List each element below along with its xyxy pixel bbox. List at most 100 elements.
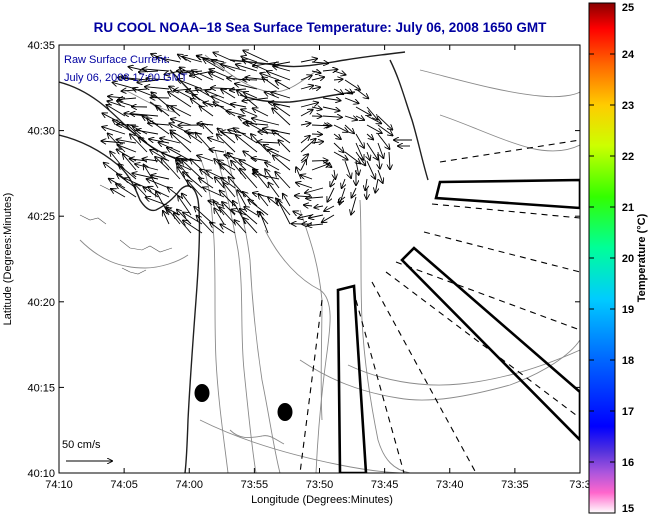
current-vector: [169, 87, 192, 99]
current-vector: [311, 87, 320, 89]
current-vector: [243, 80, 258, 81]
current-vector: [191, 159, 203, 171]
sampling-boxes: [336, 178, 580, 473]
chart-title: RU COOL NOAA–18 Sea Surface Temperature:…: [94, 20, 547, 35]
current-vector: [322, 214, 335, 222]
current-vector: [136, 130, 159, 135]
current-vector: [160, 138, 181, 144]
current-vector: [253, 174, 280, 180]
current-vector: [305, 187, 324, 193]
current-vector: [107, 105, 126, 117]
colorbar-tick-label: 20: [622, 253, 634, 265]
current-vector: [218, 160, 236, 171]
current-vector: [296, 183, 313, 189]
colorbar-tick-label: 25: [622, 2, 634, 14]
current-vector: [322, 98, 341, 101]
current-vector: [145, 87, 170, 89]
colorbar-tick-label: 22: [622, 151, 634, 163]
current-vector: [366, 106, 378, 120]
current-vector: [240, 209, 258, 225]
x-tick-label: 74:05: [110, 479, 138, 491]
x-tick-label: 74:00: [175, 479, 203, 491]
current-vector: [116, 184, 137, 198]
station-marker: [194, 384, 210, 402]
current-vector: [240, 169, 258, 189]
current-vector: [243, 51, 269, 63]
current-vector: [333, 88, 343, 94]
current-vector: [344, 116, 357, 120]
current-vector: [156, 57, 181, 63]
current-vector: [330, 178, 334, 186]
current-vector: [378, 151, 380, 169]
current-vector: [226, 111, 247, 117]
current-vector: [209, 73, 225, 81]
current-vector: [367, 151, 370, 160]
y-axis-label: Latitude (Degrees:Minutes): [2, 193, 14, 326]
x-tick-label: 73:3: [569, 479, 590, 491]
current-vector: [275, 172, 291, 189]
current-vector: [322, 106, 340, 111]
current-vector: [260, 73, 280, 81]
colorbar-tick-label: 24: [622, 49, 635, 61]
current-vector: [283, 194, 291, 207]
current-vector: [311, 107, 322, 109]
current-vector: [156, 106, 170, 117]
current-vector: [147, 118, 170, 135]
current-vector: [311, 77, 324, 80]
current-vector: [356, 160, 359, 175]
x-tick-label: 73:35: [501, 479, 529, 491]
current-vector: [163, 211, 170, 225]
current-vector: [236, 64, 258, 72]
current-vector: [183, 57, 203, 63]
x-tick-label: 73:50: [306, 479, 334, 491]
current-vector: [333, 79, 343, 80]
current-vector: [333, 124, 348, 132]
current-vector: [377, 115, 392, 130]
current-vector: [244, 218, 258, 234]
current-vector: [214, 53, 236, 63]
current-vector: [221, 64, 247, 72]
current-vector: [377, 142, 383, 158]
current-vector: [366, 160, 375, 179]
current-vector: [344, 89, 352, 94]
colorbar-label: Temperature (°C): [636, 213, 648, 302]
current-vector: [355, 142, 363, 160]
colorbar-tick-label: 18: [622, 355, 634, 367]
current-vector: [260, 212, 269, 234]
current-vector: [171, 119, 192, 126]
current-vector: [300, 103, 318, 108]
current-vector: [351, 196, 357, 215]
current-vector: [300, 139, 316, 153]
current-vector: [271, 92, 291, 99]
current-vector: [278, 140, 291, 153]
current-vector: [300, 123, 310, 125]
colorbar-tick-label: 15: [622, 503, 634, 515]
current-vector: [311, 62, 328, 63]
colorbar-tick-label: 17: [622, 406, 634, 418]
current-vector: [333, 142, 344, 152]
current-vector: [102, 127, 126, 135]
current-vector: [300, 110, 313, 117]
current-vector: [130, 134, 148, 153]
current-vector: [278, 200, 291, 225]
y-tick-label: 40:35: [27, 40, 55, 52]
current-vector: [377, 169, 383, 183]
current-vector: [151, 175, 170, 180]
current-vector: [352, 187, 357, 198]
current-vector: [324, 205, 335, 211]
current-label-line1: Raw Surface Current:: [64, 54, 170, 66]
current-vector: [210, 149, 225, 152]
current-vector: [273, 155, 291, 171]
current-vector: [366, 124, 382, 133]
current-vector: [366, 133, 373, 139]
current-vector: [231, 161, 247, 180]
current-vector: [244, 92, 258, 99]
current-vector: [194, 207, 214, 225]
current-label-line2: July 06, 2008 17:00 GMT: [64, 72, 188, 84]
current-vector: [161, 159, 181, 180]
current-vector: [202, 124, 214, 135]
current-vector: [322, 125, 331, 126]
current-vector: [300, 160, 306, 171]
current-vector: [314, 206, 324, 208]
current-vector: [221, 89, 236, 99]
